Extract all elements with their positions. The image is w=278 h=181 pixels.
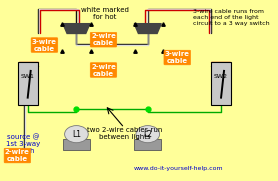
Text: 2-wire
cable: 2-wire cable bbox=[91, 64, 116, 77]
Text: 2-wire
cable: 2-wire cable bbox=[5, 149, 30, 162]
Text: source @
1st 3-way
switch: source @ 1st 3-way switch bbox=[6, 134, 41, 154]
FancyBboxPatch shape bbox=[135, 139, 161, 150]
Text: L2: L2 bbox=[143, 130, 152, 139]
FancyBboxPatch shape bbox=[18, 62, 38, 105]
Polygon shape bbox=[63, 24, 90, 33]
Text: L1: L1 bbox=[72, 130, 81, 139]
Text: white marked
for hot: white marked for hot bbox=[81, 7, 129, 20]
Text: 3-wire cable runs from
each end of the light
circuit to a 3 way switch: 3-wire cable runs from each end of the l… bbox=[193, 9, 270, 26]
Text: SW1: SW1 bbox=[21, 74, 35, 79]
Text: 3-wire
cable: 3-wire cable bbox=[32, 39, 57, 52]
Text: SW2: SW2 bbox=[214, 74, 228, 79]
FancyBboxPatch shape bbox=[63, 139, 90, 150]
Text: 3-wire
cable: 3-wire cable bbox=[165, 51, 190, 64]
Circle shape bbox=[136, 126, 160, 143]
Text: two 2-wire cables run
between lights: two 2-wire cables run between lights bbox=[87, 127, 162, 140]
Text: 2-wire
cable: 2-wire cable bbox=[91, 33, 116, 46]
Circle shape bbox=[64, 126, 88, 143]
Polygon shape bbox=[134, 24, 161, 33]
Text: www.do-it-yourself-help.com: www.do-it-yourself-help.com bbox=[134, 166, 223, 171]
FancyBboxPatch shape bbox=[211, 62, 231, 105]
